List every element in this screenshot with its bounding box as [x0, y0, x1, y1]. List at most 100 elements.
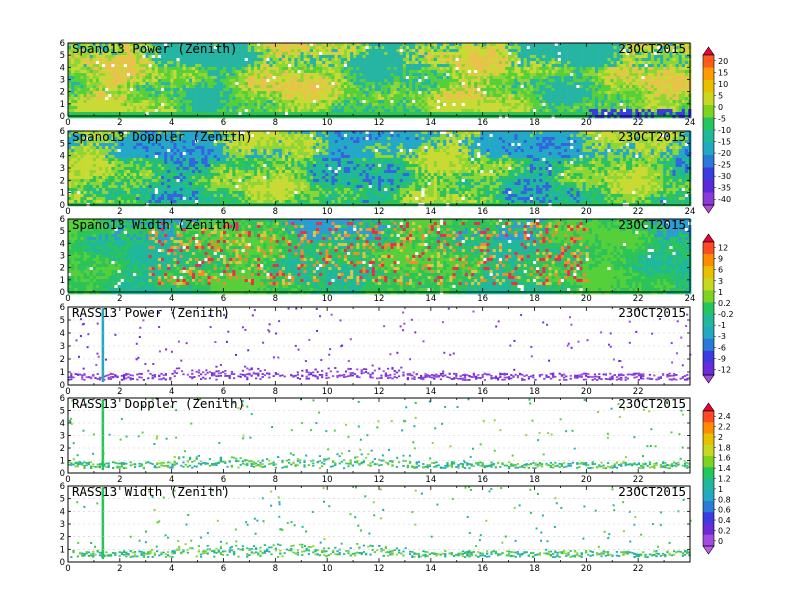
heatmap-cell	[146, 58, 149, 61]
heatmap-cell	[353, 49, 356, 52]
heatmap-cell	[446, 97, 449, 100]
heatmap-cell	[555, 67, 558, 70]
heatmap-cell	[499, 82, 502, 85]
heatmap-cell	[248, 76, 251, 79]
heatmap-cell	[663, 94, 666, 97]
heatmap-cell	[425, 88, 428, 91]
heatmap-cell	[111, 61, 114, 64]
heatmap-cell	[483, 79, 486, 82]
heatmap-cell	[90, 76, 93, 79]
heatmap-cell	[576, 82, 579, 85]
heatmap-cell	[146, 103, 149, 106]
heatmap-cell	[254, 49, 257, 52]
heatmap-cell	[394, 94, 397, 97]
heatmap-cell	[549, 82, 552, 85]
heatmap-cell	[214, 79, 217, 82]
heatmap-cell	[313, 55, 316, 58]
heatmap-cell	[561, 52, 564, 55]
heatmap-cell	[108, 79, 111, 82]
heatmap-cell	[428, 103, 431, 106]
heatmap-cell	[270, 109, 273, 112]
heatmap-cell	[288, 109, 291, 112]
heatmap-cell	[564, 91, 567, 94]
heatmap-cell	[614, 94, 617, 97]
heatmap-cell	[508, 61, 511, 64]
heatmap-cell	[490, 106, 493, 109]
heatmap-cell	[270, 58, 273, 61]
heatmap-cell	[446, 70, 449, 73]
heatmap-cell	[149, 73, 152, 76]
heatmap-cell	[480, 97, 483, 100]
heatmap-cell	[74, 70, 77, 73]
heatmap-cell	[276, 49, 279, 52]
heatmap-cell	[465, 76, 468, 79]
heatmap-cell	[409, 58, 412, 61]
heatmap-cell	[136, 106, 139, 109]
heatmap-cell	[251, 58, 254, 61]
heatmap-cell	[270, 85, 273, 88]
heatmap-cell	[133, 85, 136, 88]
heatmap-cell	[263, 76, 266, 79]
heatmap-cell	[266, 67, 269, 70]
heatmap-cell	[347, 88, 350, 91]
heatmap-cell	[328, 76, 331, 79]
heatmap-cell	[285, 61, 288, 64]
heatmap-cell	[347, 106, 350, 109]
heatmap-cell	[394, 91, 397, 94]
heatmap-cell	[195, 79, 198, 82]
heatmap-cell	[71, 112, 74, 115]
heatmap-cell	[136, 61, 139, 64]
heatmap-cell	[149, 67, 152, 70]
heatmap-cell	[115, 88, 118, 91]
heatmap-cell	[626, 85, 629, 88]
heatmap-cell	[96, 70, 99, 73]
heatmap-cell	[84, 76, 87, 79]
heatmap-cell	[356, 61, 359, 64]
heatmap-cell	[456, 82, 459, 85]
heatmap-cell	[483, 67, 486, 70]
heatmap-cell	[598, 58, 601, 61]
heatmap-cell	[127, 76, 130, 79]
heatmap-cell	[480, 91, 483, 94]
heatmap-cell	[313, 73, 316, 76]
heatmap-cell	[583, 55, 586, 58]
heatmap-cell	[452, 94, 455, 97]
heatmap-cell	[381, 109, 384, 112]
heatmap-cell	[552, 91, 555, 94]
heatmap-cell	[521, 106, 524, 109]
heatmap-cell	[381, 100, 384, 103]
heatmap-cell	[589, 103, 592, 106]
heatmap-cell	[170, 58, 173, 61]
heatmap-cell	[397, 46, 400, 49]
heatmap-cell	[223, 91, 226, 94]
heatmap-cell	[573, 52, 576, 55]
heatmap-cell	[542, 73, 545, 76]
heatmap-cell	[356, 112, 359, 115]
heatmap-cell	[347, 109, 350, 112]
heatmap-cell	[198, 88, 201, 91]
heatmap-cell	[521, 79, 524, 82]
heatmap-cell	[338, 76, 341, 79]
heatmap-cell	[490, 82, 493, 85]
heatmap-cell	[208, 106, 211, 109]
heatmap-cell	[434, 109, 437, 112]
heatmap-cell	[673, 103, 676, 106]
heatmap-cell	[322, 106, 325, 109]
heatmap-cell	[350, 46, 353, 49]
heatmap-cell	[505, 55, 508, 58]
heatmap-cell	[366, 52, 369, 55]
heatmap-cell	[663, 70, 666, 73]
heatmap-cell	[397, 97, 400, 100]
heatmap-cell	[251, 79, 254, 82]
heatmap-cell	[254, 73, 257, 76]
heatmap-cell	[592, 49, 595, 52]
heatmap-cell	[638, 76, 641, 79]
heatmap-cell	[111, 94, 114, 97]
heatmap-cell	[118, 67, 121, 70]
heatmap-cell	[276, 109, 279, 112]
heatmap-cell	[536, 76, 539, 79]
heatmap-cell	[359, 55, 362, 58]
heatmap-cell	[474, 97, 477, 100]
heatmap-cell	[673, 70, 676, 73]
heatmap-cell	[161, 61, 164, 64]
